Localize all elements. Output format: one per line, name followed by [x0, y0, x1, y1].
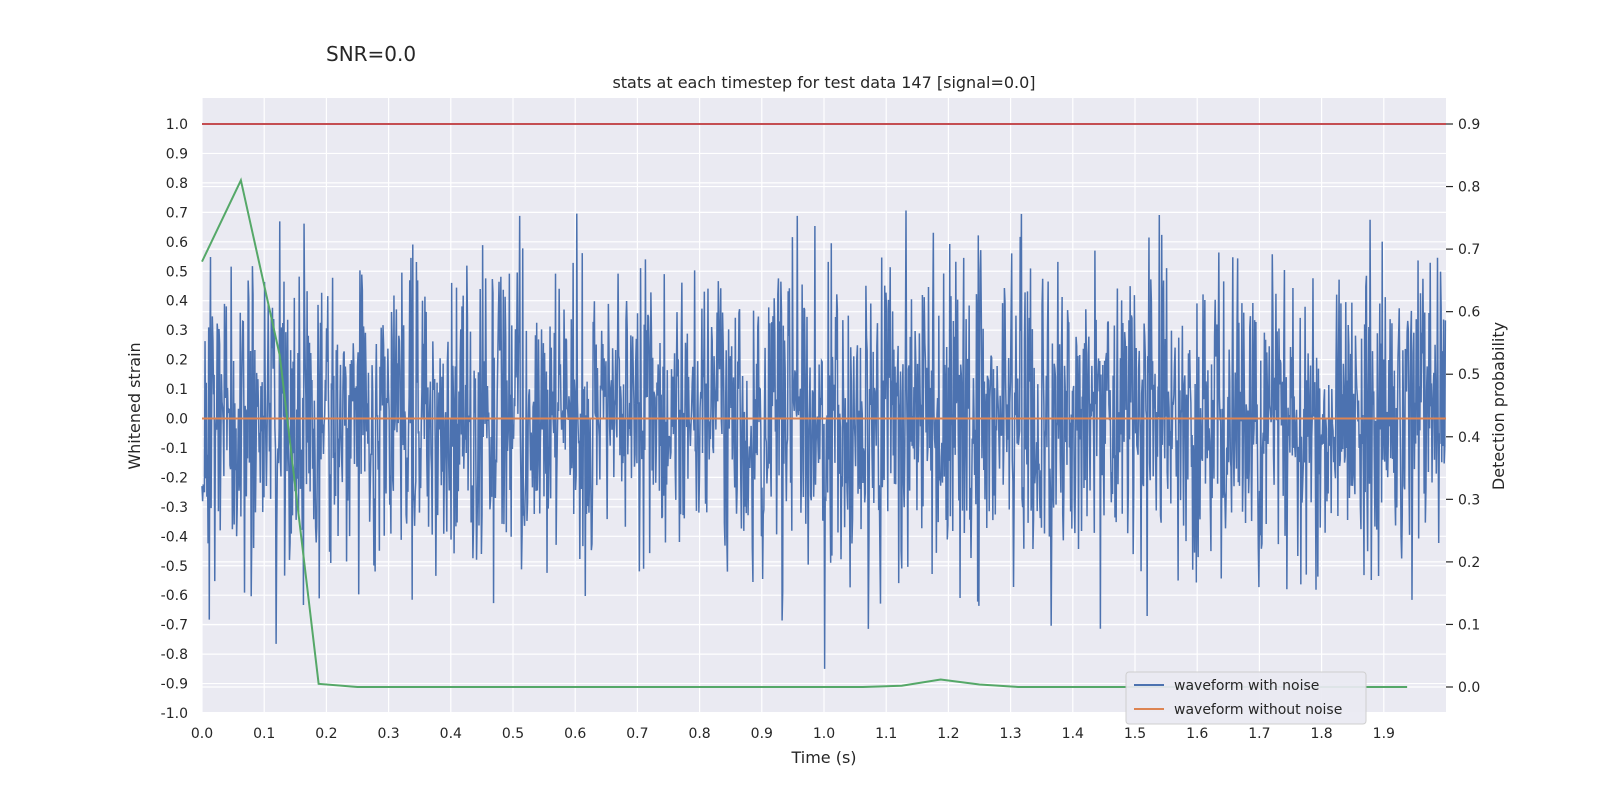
- chart-title: stats at each timestep for test data 147…: [612, 73, 1035, 92]
- y-tick-label: 0.4: [166, 294, 188, 310]
- y-tick-label: 0.9: [166, 146, 188, 162]
- y-right-tick-label: 0.0: [1458, 680, 1480, 696]
- y-right-axis-label: Detection probability: [1489, 322, 1508, 490]
- snr-suptitle: SNR=0.0: [326, 42, 416, 66]
- legend-label-clean: waveform without noise: [1174, 702, 1342, 718]
- y-tick-label: -0.2: [161, 470, 188, 486]
- y-right-tick-label: 0.1: [1458, 617, 1480, 633]
- y-tick-label: -0.3: [161, 500, 188, 516]
- y-tick-label: 0.0: [166, 412, 188, 428]
- x-tick-label: 1.0: [813, 726, 835, 742]
- x-tick-label: 0.2: [315, 726, 337, 742]
- y-tick-label: 0.5: [166, 264, 188, 280]
- y-right-tick-label: 0.5: [1458, 367, 1480, 383]
- x-tick-label: 0.7: [626, 726, 648, 742]
- series-waveform-with-noise: [201, 210, 1447, 669]
- x-tick-label: 0.3: [377, 726, 399, 742]
- y-tick-label: -0.4: [161, 529, 188, 545]
- y-tick-label: 1.0: [166, 117, 188, 133]
- y-tick-label: 0.2: [166, 353, 188, 369]
- y-right-tick-label: 0.3: [1458, 492, 1480, 508]
- y-tick-label: -0.8: [161, 647, 188, 663]
- x-tick-label: 1.5: [1124, 726, 1146, 742]
- y-tick-label: 0.6: [166, 235, 188, 251]
- x-tick-label: 0.8: [688, 726, 710, 742]
- legend-box: [1125, 671, 1367, 725]
- x-tick-label: 0.4: [440, 726, 462, 742]
- noise-series: [201, 210, 1447, 669]
- y-tick-label: 0.7: [166, 205, 188, 221]
- y-right-tick-label: 0.2: [1458, 555, 1480, 571]
- y-tick-label: -0.1: [161, 441, 188, 457]
- y-axis-label: Whitened strain: [125, 342, 144, 469]
- x-tick-label: 1.3: [999, 726, 1021, 742]
- y-right-tick-label: 0.6: [1458, 305, 1480, 321]
- x-tick-label: 0.0: [191, 726, 213, 742]
- y-tick-label: -1.0: [161, 706, 188, 722]
- legend: waveform with noise waveform without noi…: [1125, 671, 1367, 725]
- x-tick-label: 1.2: [937, 726, 959, 742]
- y-tick-label: -0.5: [161, 559, 188, 575]
- x-tick-label: 0.5: [502, 726, 524, 742]
- y-right-tick-label: 0.4: [1458, 430, 1480, 446]
- x-tick-label: 0.1: [253, 726, 275, 742]
- y-tick-label: 0.8: [166, 176, 188, 192]
- x-tick-label: 1.4: [1062, 726, 1084, 742]
- y-tick-label: -0.7: [161, 618, 188, 634]
- x-tick-label: 1.7: [1248, 726, 1270, 742]
- y-right-tick-label: 0.7: [1458, 242, 1480, 258]
- legend-label-noise: waveform with noise: [1174, 678, 1319, 694]
- tick-labels: 0.0 0.1 0.2 0.3 0.4 0.5 0.6 0.7 0.8 0.9 1.0 1.1 1.2 1…: [161, 117, 1481, 742]
- x-tick-label: 1.8: [1310, 726, 1332, 742]
- y-tick-label: -0.6: [161, 588, 188, 604]
- x-tick-label: 0.9: [751, 726, 773, 742]
- y-tick-label: 0.3: [166, 323, 188, 339]
- x-tick-label: 1.9: [1373, 726, 1395, 742]
- y-right-tick-label: 0.9: [1458, 117, 1480, 133]
- y-tick-label: 0.1: [166, 382, 188, 398]
- y-tick-label: -0.9: [161, 677, 188, 693]
- x-tick-label: 1.1: [875, 726, 897, 742]
- x-tick-label: 0.6: [564, 726, 586, 742]
- x-axis-label: Time (s): [790, 748, 856, 767]
- x-tick-label: 1.6: [1186, 726, 1208, 742]
- y-right-tick-label: 0.8: [1458, 180, 1480, 196]
